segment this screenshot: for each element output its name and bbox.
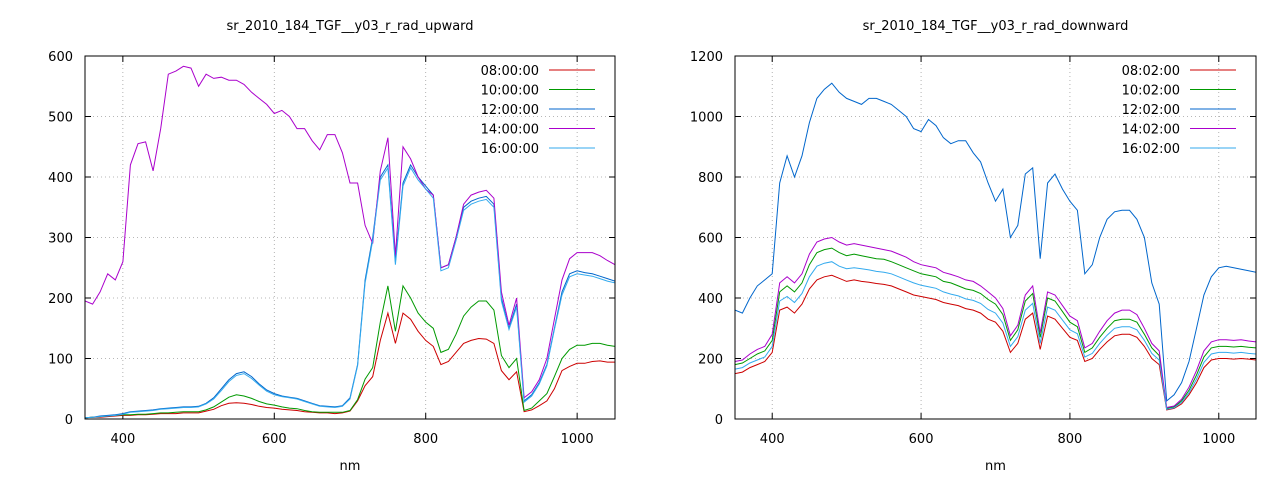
x-tick-label: 1000	[561, 432, 594, 447]
legend-label: 14:00:00	[481, 123, 539, 138]
x-tick-label: 600	[262, 432, 287, 447]
x-axis-label: nm	[985, 459, 1006, 474]
y-tick-label: 400	[48, 171, 73, 186]
y-tick-label: 600	[698, 232, 723, 247]
x-tick-label: 400	[110, 432, 135, 447]
x-tick-label: 600	[909, 432, 934, 447]
x-tick-label: 800	[413, 432, 438, 447]
legend-label: 10:02:00	[1122, 84, 1180, 99]
y-tick-label: 600	[48, 50, 73, 65]
series-line-1	[735, 274, 1256, 411]
legend-label: 12:02:00	[1122, 103, 1180, 118]
series-line-5	[85, 166, 615, 419]
y-tick-label: 100	[48, 353, 73, 368]
series-line-4	[85, 65, 615, 399]
y-tick-label: 0	[715, 413, 723, 428]
legend-label: 08:02:00	[1122, 64, 1180, 79]
y-tick-label: 1000	[690, 111, 723, 126]
x-tick-label: 1000	[1202, 432, 1235, 447]
series-line-3	[735, 82, 1256, 402]
y-tick-label: 200	[698, 353, 723, 368]
plot-frame	[84, 55, 616, 420]
y-tick-label: 200	[48, 292, 73, 307]
legend-label: 16:00:00	[481, 142, 539, 157]
x-tick-label: 400	[760, 432, 785, 447]
legend-label: 12:00:00	[481, 103, 539, 118]
y-tick-label: 500	[48, 111, 73, 126]
series-line-1	[85, 311, 615, 419]
series-line-3	[85, 163, 615, 419]
x-axis-label: nm	[340, 459, 361, 474]
series-lines	[735, 82, 1256, 411]
y-tick-label: 0	[65, 413, 73, 428]
x-tick-label: 800	[1058, 432, 1083, 447]
chart-panel-2: 400 600 800 1000 0 200 400 600 800 1000 1200 08:02:…	[690, 19, 1257, 474]
series-line-2	[85, 284, 615, 419]
legend-label: 08:00:00	[481, 64, 539, 79]
legend-label: 14:02:00	[1122, 123, 1180, 138]
legend-label: 16:02:00	[1122, 142, 1180, 157]
y-tick-label: 1200	[690, 50, 723, 65]
series-lines	[85, 65, 615, 419]
series-line-4	[735, 236, 1256, 409]
y-tick-label: 300	[48, 232, 73, 247]
chart-title: sr_2010_184_TGF__y03_r_rad_upward	[226, 19, 473, 34]
chart-title: sr_2010_184_TGF__y03_r_rad_downward	[863, 19, 1129, 34]
y-tick-label: 800	[698, 171, 723, 186]
chart-panel-1: 400 600 800 1000 0 100 200 300 400 500 600 08:00:00…	[48, 19, 616, 474]
series-line-5	[735, 261, 1256, 410]
series-line-2	[735, 247, 1256, 409]
plot-frame	[734, 55, 1257, 420]
y-tick-label: 400	[698, 292, 723, 307]
legend-label: 10:00:00	[481, 84, 539, 99]
